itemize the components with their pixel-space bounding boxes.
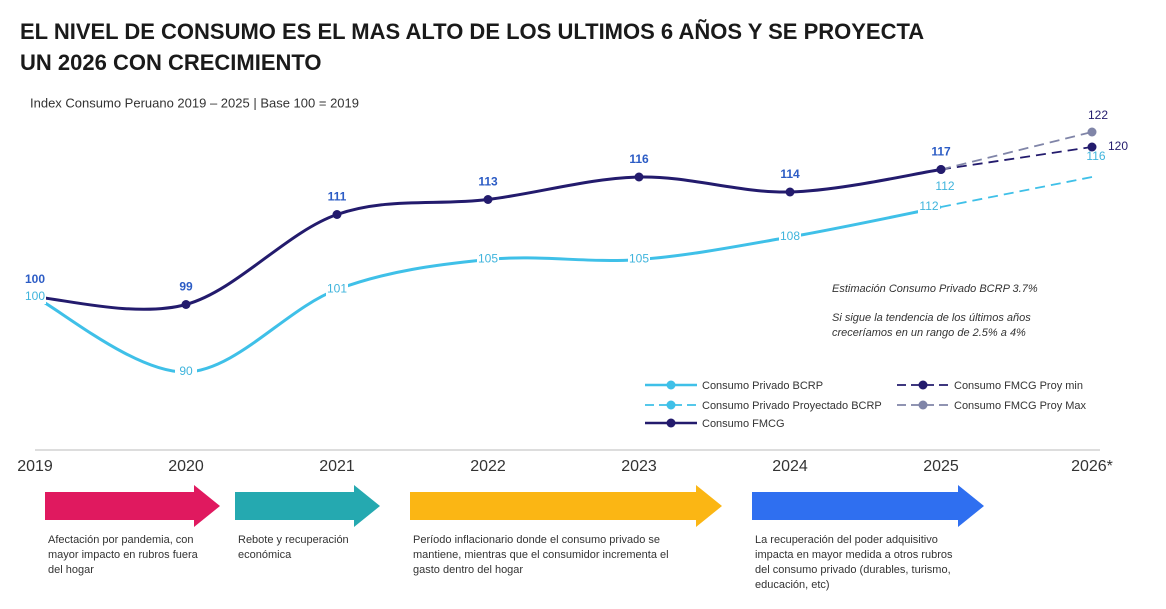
legend-item: Consumo Privado BCRP <box>645 380 823 392</box>
point <box>634 172 644 182</box>
point <box>1087 127 1097 137</box>
x-tick-label: 2019 <box>17 458 53 475</box>
x-tick-label: 2026* <box>1071 458 1113 475</box>
subtitle: Index Consumo Peruano 2019 – 2025 | Base… <box>30 95 359 110</box>
legend-label: Consumo FMCG <box>702 418 785 430</box>
phase-text: impacta en mayor medida a otros rubros <box>755 549 953 561</box>
data-label: 105 <box>629 252 649 266</box>
legend-label: Consumo FMCG Proy Max <box>954 400 1087 412</box>
data-label: 99 <box>179 280 193 294</box>
data-label: 112 <box>935 179 954 193</box>
label-bg <box>24 290 46 304</box>
phase-text: educación, etc) <box>755 579 830 591</box>
data-label: 100 <box>25 289 45 303</box>
legend-item: Consumo FMCG <box>645 418 785 430</box>
phase-text: económica <box>238 549 292 561</box>
data-label: 117 <box>931 145 951 159</box>
point <box>936 165 946 174</box>
data-label: 112 <box>919 199 938 213</box>
data-label: 108 <box>780 229 800 243</box>
legend-dot <box>666 400 676 410</box>
point <box>1087 142 1097 152</box>
series-line <box>34 205 942 374</box>
series-line <box>940 146 1093 171</box>
legend-dot <box>918 400 928 410</box>
x-tick-label: 2023 <box>621 458 657 475</box>
annotation: Estimación Consumo Privado BCRP 3.7% <box>832 283 1038 295</box>
legend-item: Consumo Privado Proyectado BCRP <box>645 400 882 412</box>
data-label: 116 <box>1086 149 1105 163</box>
point <box>785 187 795 197</box>
phase-text: Rebote y recuperación <box>238 534 349 546</box>
phase-text: La recuperación del poder adquisitivo <box>755 534 938 546</box>
data-label: 114 <box>780 167 800 181</box>
legend-dot <box>666 380 676 390</box>
series-line <box>34 168 942 311</box>
phase-text: del consumo privado (durables, turismo, <box>755 564 951 576</box>
data-label: 105 <box>478 252 498 266</box>
title-line: EL NIVEL DE CONSUMO ES EL MAS ALTO DE LO… <box>20 19 924 44</box>
data-label: 90 <box>179 364 193 378</box>
legend-label: Consumo FMCG Proy min <box>954 380 1083 392</box>
legend-dot <box>666 418 676 428</box>
data-label: 122 <box>1088 108 1108 122</box>
phase-arrow <box>235 485 380 527</box>
phase-text: mantiene, mientras que el consumidor inc… <box>413 549 669 561</box>
label-bg <box>628 252 650 267</box>
data-label: 111 <box>328 190 347 204</box>
phase-text: gasto dentro del hogar <box>413 564 523 576</box>
x-tick-label: 2025 <box>923 458 959 475</box>
legend-dot <box>918 380 928 390</box>
title-line: UN 2026 CON CRECIMIENTO <box>20 50 322 75</box>
legend-item: Consumo FMCG Proy Max <box>897 400 1087 412</box>
label-bg <box>477 252 499 267</box>
data-label: 116 <box>629 152 649 166</box>
phase-text: mayor impacto en rubros fuera <box>48 549 199 561</box>
legend-label: Consumo Privado Proyectado BCRP <box>702 400 882 412</box>
data-label: 120 <box>1108 139 1128 153</box>
phase-text: del hogar <box>48 564 94 576</box>
x-tick-label: 2020 <box>168 458 204 475</box>
annotation: creceríamos en un rango de 2.5% a 4% <box>832 327 1026 339</box>
legend-item: Consumo FMCG Proy min <box>897 380 1083 392</box>
phase-text: Período inflacionario donde el consumo p… <box>413 534 660 546</box>
point <box>483 195 493 204</box>
series-line <box>940 131 1093 171</box>
data-label: 101 <box>327 282 347 296</box>
legend-label: Consumo Privado BCRP <box>702 380 823 392</box>
label-bg <box>918 200 940 214</box>
point <box>332 210 342 219</box>
data-label: 100 <box>25 272 45 286</box>
label-bg <box>175 365 197 379</box>
annotation: Si sigue la tendencia de los últimos año… <box>832 312 1031 324</box>
label-bg <box>779 230 801 244</box>
phase-arrow <box>45 485 220 527</box>
point <box>181 300 191 309</box>
data-label: 113 <box>478 175 498 189</box>
phase-arrow <box>752 485 984 527</box>
phase-text: Afectación por pandemia, con <box>48 534 194 546</box>
series-line <box>940 176 1093 208</box>
x-tick-label: 2021 <box>319 458 355 475</box>
phase-arrow <box>410 485 722 527</box>
x-tick-label: 2022 <box>470 458 506 475</box>
x-tick-label: 2024 <box>772 458 808 475</box>
label-bg <box>326 282 348 297</box>
